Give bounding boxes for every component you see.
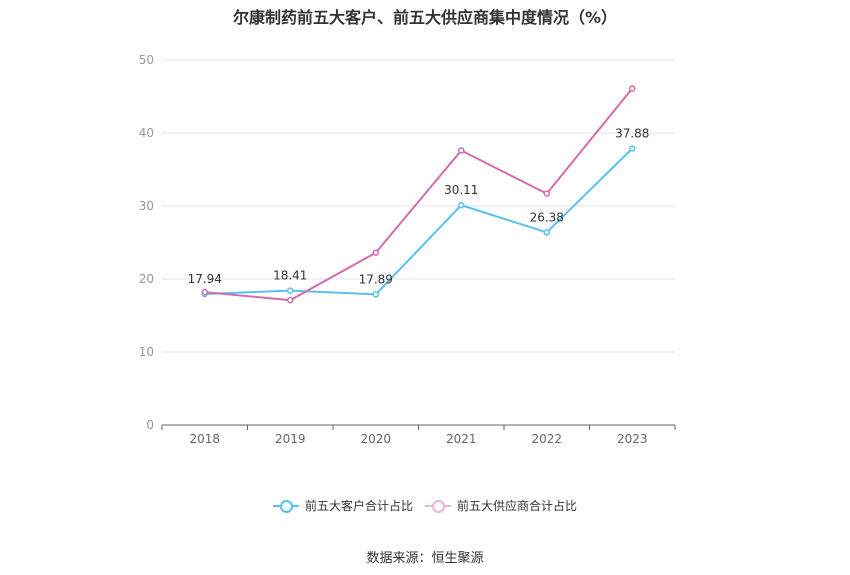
- data-label: 17.94: [188, 272, 222, 286]
- legend-item-suppliers[interactable]: 前五大供应商合计占比: [425, 497, 577, 514]
- series-lines: [201, 85, 636, 304]
- series-line-1: [204, 87, 634, 302]
- data-label: 37.88: [615, 126, 649, 140]
- data-point: [372, 249, 379, 256]
- x-tick-label: 2020: [360, 432, 391, 446]
- legend-customers-marker-icon: [272, 499, 299, 513]
- y-tick-label: 10: [139, 345, 154, 359]
- x-tick-label: 2023: [617, 432, 648, 446]
- legend-customers-label: 前五大客户合计占比: [304, 499, 413, 513]
- data-label: 26.38: [530, 210, 564, 224]
- y-tick-label: 50: [139, 53, 154, 67]
- chart-title: 尔康制药前五大客户、前五大供应商集中度情况（%）: [232, 8, 618, 27]
- data-point: [543, 229, 550, 236]
- data-point: [629, 85, 636, 92]
- legend: 前五大客户合计占比 前五大供应商合计占比: [0, 497, 850, 514]
- data-point: [629, 145, 636, 152]
- data-point: [201, 288, 208, 296]
- x-tick-label: 2021: [446, 432, 477, 446]
- y-tick-label: 0: [146, 418, 154, 432]
- grid-lines: [162, 59, 675, 353]
- data-label: 30.11: [444, 183, 478, 197]
- y-tick-label: 30: [139, 199, 154, 213]
- source-note: 数据来源：恒生聚源: [366, 551, 484, 566]
- axes: 0 10 20 30 40 50 2018 2019 2020 2021 2022 2023: [139, 53, 676, 446]
- x-tick-label: 2022: [531, 432, 562, 446]
- data-labels: 17.94 18.41 17.89 30.11 26.38 37.88: [188, 126, 650, 286]
- data-label: 18.41: [273, 269, 307, 283]
- data-point: [287, 296, 294, 304]
- x-tick-label: 2018: [189, 432, 220, 446]
- series-line-0: [204, 147, 633, 296]
- x-tick-label: 2019: [275, 432, 306, 446]
- data-point: [458, 201, 465, 209]
- y-tick-label: 40: [139, 126, 154, 140]
- data-point: [287, 287, 294, 294]
- legend-item-customers[interactable]: 前五大客户合计占比: [272, 497, 413, 514]
- legend-suppliers-label: 前五大供应商合计占比: [457, 499, 578, 513]
- data-point: [543, 190, 550, 197]
- y-tick-label: 20: [139, 272, 154, 286]
- data-label: 17.89: [359, 272, 393, 286]
- data-point: [458, 147, 465, 154]
- legend-suppliers-marker-icon: [425, 499, 451, 513]
- data-point: [372, 291, 379, 298]
